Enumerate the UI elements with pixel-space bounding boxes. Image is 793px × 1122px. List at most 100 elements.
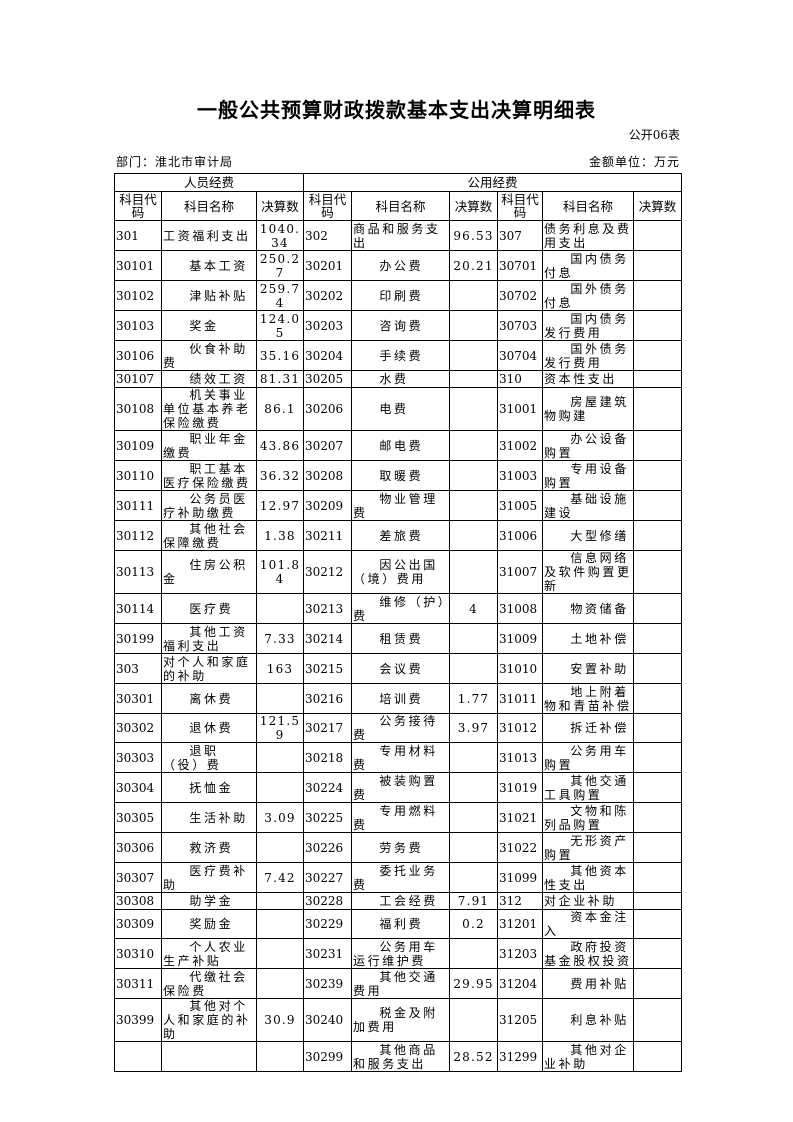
subject-name-cell: 国外债务付息 <box>542 280 634 311</box>
subject-name-cell: 职业年金缴费 <box>161 430 257 461</box>
amount-cell <box>256 742 304 773</box>
subject-name-cell: 文物和陈列品购置 <box>542 802 634 833</box>
subject-name-cell: 公务用车购置 <box>542 742 634 773</box>
amount-cell <box>449 370 498 388</box>
subject-code-cell: 30113 <box>114 550 162 594</box>
subject-code-cell: 30207 <box>303 430 352 461</box>
subject-name-cell: 医疗费 <box>161 593 257 624</box>
amount-cell: 1.77 <box>449 683 498 714</box>
amount-cell <box>632 387 683 431</box>
subject-name-cell: 培训费 <box>351 683 450 714</box>
subject-code-cell: 307 <box>497 220 543 251</box>
table-row: 30306 救济费 30226 劳务费 31022 无形资产购置 <box>114 832 683 863</box>
amount-cell: 3.09 <box>256 802 304 833</box>
subject-code-cell: 30106 <box>114 340 162 371</box>
subject-code-cell: 30308 <box>114 892 162 910</box>
subject-name-cell: 奖励金 <box>161 909 257 939</box>
subject-code-cell: 30214 <box>303 623 352 654</box>
amount-cell: 29.95 <box>449 968 498 999</box>
amount-cell <box>632 490 683 521</box>
amount-cell: 1040.34 <box>256 220 304 251</box>
amount-cell: 3.97 <box>449 713 498 743</box>
subject-code-cell: 31003 <box>497 460 543 491</box>
subject-code-cell: 30208 <box>303 460 352 491</box>
subject-code-cell: 31012 <box>497 713 543 743</box>
subject-code-cell: 30227 <box>303 862 352 893</box>
amount-cell <box>256 593 304 624</box>
group-header-public: 公用经费 <box>302 173 683 192</box>
amount-cell: 163 <box>256 653 304 684</box>
subject-name-cell: 土地补偿 <box>542 623 634 654</box>
table-row: 30101 基本工资 250.27 30201 办公费 20.21 30701 国内债务付息 <box>114 250 683 281</box>
subject-name-cell: 债务利息及费用支出 <box>542 220 634 251</box>
subject-code-cell: 31204 <box>497 968 543 999</box>
subject-name-cell: 取暖费 <box>351 460 450 491</box>
subject-code-cell: 31022 <box>497 832 543 863</box>
subject-name-cell: 差旅费 <box>351 520 450 551</box>
amount-cell <box>632 998 683 1042</box>
table-row: 30113 住房公积金 101.84 30212 因公出国（境）费用 31007 信息网络及… <box>114 550 683 594</box>
subject-name-cell: 代缴社会保险费 <box>161 968 257 999</box>
subject-code-cell: 30240 <box>303 998 352 1042</box>
amount-cell <box>449 998 498 1042</box>
subject-name-cell: 生活补助 <box>161 802 257 833</box>
subject-code-cell: 30704 <box>497 340 543 371</box>
column-header: 科目代码 <box>497 191 543 221</box>
subject-code-cell: 31205 <box>497 998 543 1042</box>
amount-cell <box>449 653 498 684</box>
amount-cell: 121.59 <box>256 713 304 743</box>
amount-cell <box>449 460 498 491</box>
subject-code-cell: 302 <box>303 220 352 251</box>
table-row: 30304 抚恤金 30224 被装购置费 31019 其他交通工具购置 <box>114 772 683 803</box>
subject-name-cell: 其他商品和服务支出 <box>351 1041 450 1072</box>
amount-cell <box>449 832 498 863</box>
amount-cell <box>632 593 683 624</box>
amount-cell <box>632 340 683 371</box>
amount-cell: 4 <box>449 593 498 624</box>
amount-cell <box>632 250 683 281</box>
subject-code-cell: 31099 <box>497 862 543 893</box>
subject-code-cell: 30218 <box>303 742 352 773</box>
amount-cell <box>449 623 498 654</box>
subject-name-cell: 其他工资福利支出 <box>161 623 257 654</box>
subject-name-cell: 退职（役）费 <box>161 742 257 773</box>
amount-cell <box>632 550 683 594</box>
subject-name-cell: 拆迁补偿 <box>542 713 634 743</box>
amount-cell: 20.21 <box>449 250 498 281</box>
subject-code-cell <box>114 1041 162 1072</box>
subject-code-cell: 30302 <box>114 713 162 743</box>
table-row: 30310 个人农业生产补贴 30231 公务用车运行维护费 31203 政府投资基金股权… <box>114 938 683 969</box>
subject-code-cell: 30213 <box>303 593 352 624</box>
table-row: 30301 离休费 30216 培训费 1.77 31011 地上附着物和青苗补偿 <box>114 683 683 714</box>
subject-name-cell: 资本性支出 <box>542 370 634 388</box>
group-header-personnel: 人员经费 <box>114 173 304 192</box>
subject-code-cell: 30299 <box>303 1041 352 1072</box>
subject-code-cell: 31013 <box>497 742 543 773</box>
subject-code-cell: 303 <box>114 653 162 684</box>
subject-code-cell: 30309 <box>114 909 162 939</box>
subject-name-cell: 津贴补贴 <box>161 280 257 311</box>
table-row: 30109 职业年金缴费 43.86 30207 邮电费 31002 办公设备购置 <box>114 430 683 461</box>
amount-cell: 81.31 <box>256 370 304 388</box>
amount-unit-label: 金额单位：万元 <box>588 155 680 169</box>
subject-code-cell: 30206 <box>303 387 352 431</box>
subject-code-cell: 31008 <box>497 593 543 624</box>
amount-cell <box>256 968 304 999</box>
subject-name-cell: 对个人和家庭的补助 <box>161 653 257 684</box>
subject-name-cell: 基础设施建设 <box>542 490 634 521</box>
subject-code-cell: 30203 <box>303 310 352 341</box>
subject-code-cell: 31201 <box>497 909 543 939</box>
subject-code-cell: 30112 <box>114 520 162 551</box>
subject-code-cell: 30231 <box>303 938 352 969</box>
table-row: 30299 其他商品和服务支出 28.52 31299 其他对企业补助 <box>114 1041 683 1072</box>
subject-name-cell: 咨询费 <box>351 310 450 341</box>
amount-cell <box>449 938 498 969</box>
subject-code-cell: 31002 <box>497 430 543 461</box>
subject-code-cell: 30201 <box>303 250 352 281</box>
subject-code-cell: 30702 <box>497 280 543 311</box>
subject-name-cell: 物业管理费 <box>351 490 450 521</box>
amount-cell <box>449 310 498 341</box>
subject-code-cell: 30306 <box>114 832 162 863</box>
subject-name-cell: 被装购置费 <box>351 772 450 803</box>
subject-code-cell: 30212 <box>303 550 352 594</box>
